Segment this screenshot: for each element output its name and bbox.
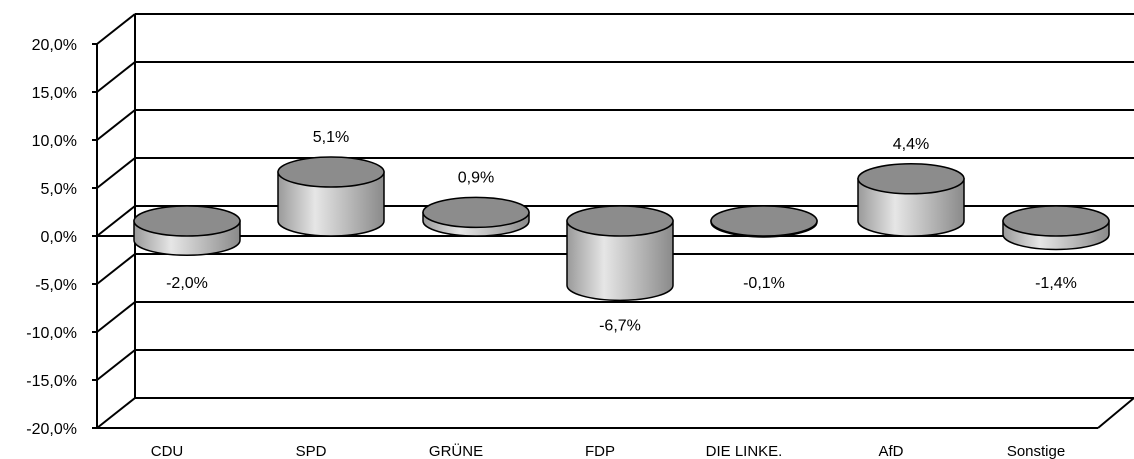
bar-cdu	[133, 205, 241, 256]
bar-gr-ne	[422, 196, 530, 237]
bar-cap	[277, 156, 385, 188]
gridline-diagonal	[96, 253, 136, 285]
y-tick-label: 15,0%	[32, 85, 77, 102]
bar-cap	[133, 205, 241, 237]
y-tick-label: 20,0%	[32, 37, 77, 54]
value-label: -6,7%	[599, 317, 641, 334]
x-tick-label: AfD	[878, 443, 903, 459]
y-axis: 20,0% 15,0% 10,0% 5,0% 0,0% -5,0% -10,0% -15,0%…	[26, 37, 77, 438]
gridline-diagonal	[96, 349, 136, 381]
y-tick-label: -15,0%	[26, 373, 77, 390]
x-axis: CDU SPD GRÜNE FDP DIE LINKE. AfD Sonstige	[151, 442, 1065, 459]
floor-side-edge	[1097, 397, 1134, 429]
bars	[133, 156, 1110, 302]
gridline-diagonal	[96, 397, 136, 429]
value-label: -1,4%	[1035, 275, 1077, 292]
bar-fdp	[566, 205, 674, 302]
bar-body	[277, 171, 385, 237]
value-label: 5,1%	[313, 129, 349, 146]
gridline-diagonal	[96, 301, 136, 333]
x-tick-label: DIE LINKE.	[706, 443, 783, 459]
bar-cap	[857, 163, 965, 195]
y-tick-label: 5,0%	[41, 181, 77, 198]
bar-body	[566, 220, 674, 302]
grid-layer	[92, 13, 1134, 429]
bar-cap	[566, 205, 674, 237]
gridline-diagonal	[96, 13, 136, 45]
gridline-diagonal	[96, 109, 136, 141]
value-label: -2,0%	[166, 275, 208, 292]
bar-sonstige	[1002, 205, 1110, 251]
y-tick-label: -20,0%	[26, 421, 77, 438]
x-tick-label: FDP	[585, 443, 615, 459]
value-label: 4,4%	[893, 136, 929, 153]
gridline-diagonal	[96, 157, 136, 189]
bar-cap	[710, 205, 818, 237]
bar-body	[857, 178, 965, 237]
bar-spd	[277, 156, 385, 237]
y-tick-label: 0,0%	[41, 229, 77, 246]
y-tick-label: -10,0%	[26, 325, 77, 342]
x-tick-label: CDU	[151, 443, 184, 459]
gridline-diagonal	[96, 61, 136, 93]
bar-die-linke-	[710, 205, 818, 238]
data-labels: -2,0% 5,1% 0,9% -6,7% -0,1% 4,4% -1,4%	[166, 129, 1077, 334]
gridline-diagonal	[96, 205, 136, 237]
x-tick-label: GRÜNE	[429, 442, 483, 459]
value-label: 0,9%	[458, 169, 494, 186]
y-tick-label: -5,0%	[35, 277, 77, 294]
bar-cap	[1002, 205, 1110, 237]
value-label: -0,1%	[743, 275, 785, 292]
y-tick-label: 10,0%	[32, 133, 77, 150]
bar-afd	[857, 163, 965, 237]
x-tick-label: Sonstige	[1007, 443, 1065, 459]
x-tick-label: SPD	[296, 443, 327, 459]
bar-cap	[422, 196, 530, 229]
